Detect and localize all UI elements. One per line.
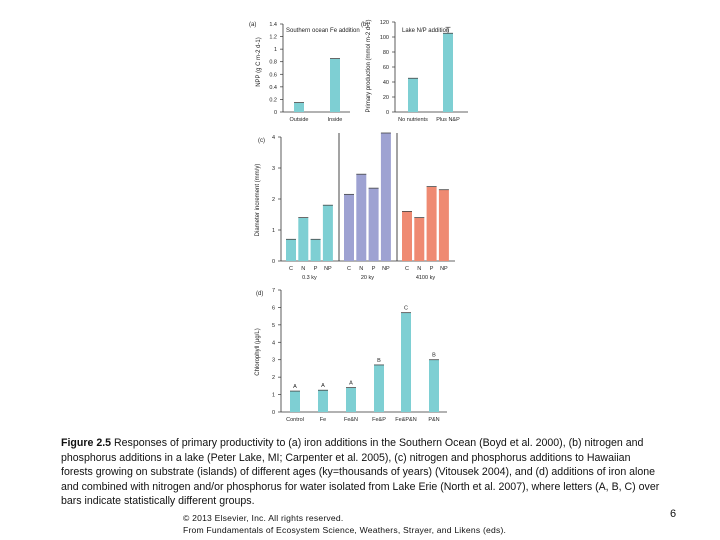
panel-d-x-tick-label: Fe <box>320 417 326 423</box>
panel-c-y-axis-label: Diameter increment (mm/y) <box>255 164 261 237</box>
panel-d-x-tick-label: Fe&P&N <box>395 417 416 423</box>
panel-c-x-tick-label: P <box>430 266 434 272</box>
panel-d-bar <box>346 387 356 412</box>
panel-c-x-tick-label: C <box>289 266 293 272</box>
panel-c-group-label: 4100 ky <box>416 275 436 281</box>
panel-b-legend: Lake N/P addition <box>402 28 449 34</box>
panel-a-x-tick-label: Inside <box>328 117 343 123</box>
panel-b-x-tick-label: Plus N&P <box>436 117 460 123</box>
panel-a-y-tick-label: 0.4 <box>269 85 277 91</box>
panel-b-bar <box>443 33 453 112</box>
panel-d-y-tick-label: 7 <box>272 288 275 294</box>
panel-d-group-letter: B <box>432 353 436 359</box>
panel-d-y-tick-label: 6 <box>272 305 275 311</box>
panel-c-group-label: 0.3 ky <box>302 275 317 281</box>
panel-a-x-tick-label: Outside <box>290 117 309 123</box>
panel-c-bar <box>402 211 412 261</box>
panel-d-bar <box>290 391 300 412</box>
panel-c-y-tick-label: 1 <box>272 228 275 234</box>
panel-d-y-tick-label: 1 <box>272 393 275 399</box>
panel-c-letter: (c) <box>258 138 265 144</box>
panel-a-bar <box>294 102 304 112</box>
panel-c-bar <box>322 205 333 261</box>
panel-a-y-axis-label: NPP (g C m-2 d-1) <box>256 37 262 87</box>
panel-c-x-tick-label: NP <box>440 266 448 272</box>
panel-b-y-tick-label: 60 <box>383 65 389 71</box>
panel-d-group-letter: B <box>377 358 381 364</box>
panel-b-y-tick-label: 20 <box>383 95 389 101</box>
panel-d-bar <box>429 359 439 412</box>
panel-d-group-letter: A <box>293 384 297 390</box>
panel-c-x-tick-label: NP <box>382 266 390 272</box>
panel-d-x-tick-label: P&N <box>428 417 439 423</box>
panel-b-y-axis-label: Primary production (mmol m-2 d-1) <box>366 19 372 112</box>
panel-a-y-tick-label: 1 <box>274 47 277 53</box>
panel-b-y-tick-label: 100 <box>380 35 389 41</box>
panel-c-x-tick-label: NP <box>324 266 332 272</box>
panel-d-group-letter: A <box>321 383 325 389</box>
panel-b-y-tick-label: 40 <box>383 80 389 86</box>
panel-b-y-tick-label: 0 <box>386 110 389 116</box>
panel-a-y-tick-label: 1.4 <box>269 22 277 28</box>
panel-c-y-tick-label: 2 <box>272 197 275 203</box>
panel-c-x-tick-label: C <box>347 266 351 272</box>
panel-c-group-label: 20 ky <box>361 275 374 281</box>
panel-d-bar <box>374 364 384 412</box>
panel-c-x-tick-label: C <box>405 266 409 272</box>
panel-d-x-tick-label: Fe&N <box>344 417 358 423</box>
panel-c-y-tick-label: 0 <box>272 259 275 265</box>
panel-c-bar <box>310 239 321 261</box>
source-line: From Fundamentals of Ecosystem Science, … <box>183 525 507 535</box>
panel-b-letter: (b) <box>361 22 368 28</box>
caption-text: Responses of primary productivity to (a)… <box>61 437 660 507</box>
panel-c-bar <box>286 239 296 261</box>
panel-c-bar <box>344 194 354 261</box>
panel-d-y-tick-label: 0 <box>272 410 275 416</box>
panel-c-x-tick-label: P <box>372 266 376 272</box>
panel-d-y-tick-label: 3 <box>272 358 275 364</box>
panel-c-y-tick-label: 4 <box>272 135 275 141</box>
panel-a-y-tick-label: 0.2 <box>269 97 277 103</box>
copyright-block: © 2013 Elsevier, Inc. All rights reserve… <box>183 512 506 536</box>
panel-a-bar <box>330 58 340 112</box>
panel-a-letter: (a) <box>249 22 256 28</box>
panel-c-x-tick-label: N <box>359 266 363 272</box>
panel-c-bar <box>298 217 309 261</box>
panel-b-x-tick-label: No nutrients <box>398 117 428 123</box>
panel-d-group-letter: C <box>404 306 408 312</box>
copyright-line: © 2013 Elsevier, Inc. All rights reserve… <box>183 513 344 523</box>
panel-c-bar <box>368 188 379 261</box>
panel-b-y-tick-label: 120 <box>380 20 389 26</box>
panel-a-y-tick-label: 0.6 <box>269 72 277 78</box>
figure-panels: 0 0.2 0.4 0.6 0.8 1 1.2 1.4 (a) Southern ocean Fe… <box>249 19 468 423</box>
panel-c-x-tick-label: N <box>301 266 305 272</box>
panel-c-bar <box>438 189 449 261</box>
panel-d-y-tick-label: 2 <box>272 375 275 381</box>
panel-b-bar <box>408 78 418 112</box>
panel-b-y-tick-label: 80 <box>383 50 389 56</box>
panel-a-y-tick-label: 1.2 <box>269 35 277 41</box>
caption-label: Figure 2.5 <box>61 437 112 449</box>
panel-d-y-tick-label: 5 <box>272 323 275 329</box>
panel-d-x-tick-label: Control <box>286 417 304 423</box>
panel-a-y-tick-label: 0.8 <box>269 60 277 66</box>
panel-c-bar <box>356 174 367 261</box>
panel-c-x-tick-label: P <box>314 266 318 272</box>
figure-caption: Figure 2.5 Responses of primary producti… <box>61 436 661 509</box>
panel-c-bar <box>426 186 437 261</box>
panel-a-y-tick-label: 0 <box>274 110 277 116</box>
panel-d-x-tick-label: Fe&P <box>372 417 386 423</box>
panel-c-bar <box>414 217 425 261</box>
panel-d-bar <box>318 390 328 412</box>
panel-c-bar <box>380 133 391 261</box>
panel-d-letter: (d) <box>256 291 263 297</box>
panel-d-y-axis-label: Chlorophyll (μg/L) <box>255 328 261 375</box>
panel-c-x-tick-label: N <box>417 266 421 272</box>
panel-c-y-tick-label: 3 <box>272 166 275 172</box>
panel-d-group-letter: A <box>349 381 353 387</box>
panel-a-legend: Southern ocean Fe addition <box>286 28 360 34</box>
panel-d-y-tick-label: 4 <box>272 340 275 346</box>
page-number: 6 <box>670 508 677 520</box>
panel-d-bar <box>401 312 411 412</box>
